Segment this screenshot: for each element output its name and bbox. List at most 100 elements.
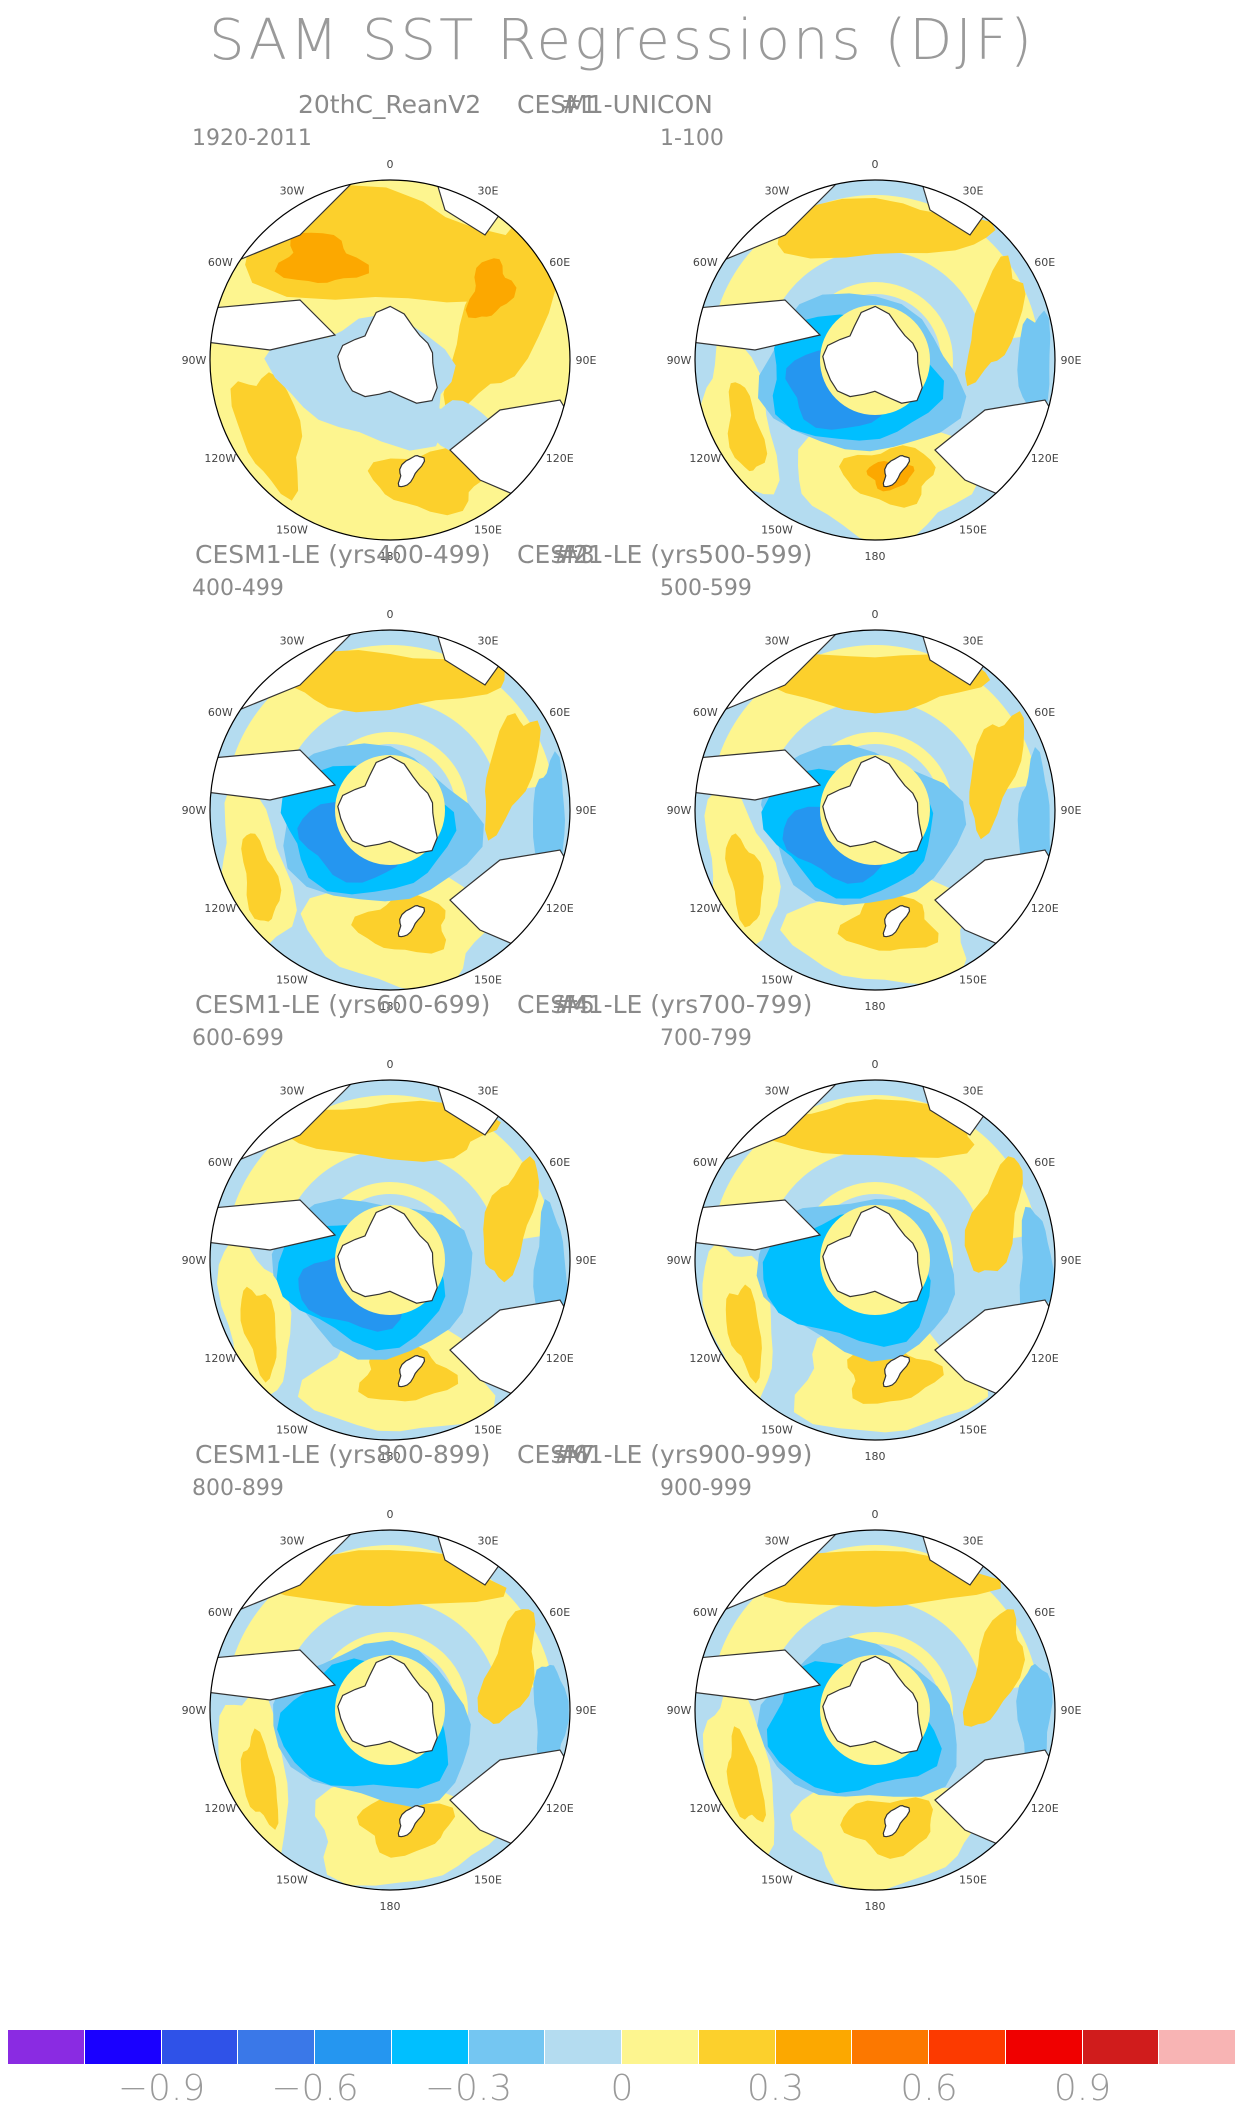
map-panel: 0 30E 60E 90E 120E 150E 180 150W 120W 90W 60W 30W CE… bbox=[0, 990, 597, 1463]
period-label: 400-499 bbox=[192, 576, 284, 601]
longitude-label: 90W bbox=[667, 1704, 692, 1717]
longitude-label: 30W bbox=[280, 1534, 305, 1547]
panel-title: CESM1-UNICON bbox=[517, 90, 713, 119]
longitude-label: 120E bbox=[546, 1352, 574, 1365]
longitude-label: 120E bbox=[1031, 1802, 1059, 1815]
longitude-label: 90W bbox=[182, 804, 207, 817]
longitude-label: 180 bbox=[380, 1900, 401, 1913]
longitude-label: 150W bbox=[761, 1874, 793, 1887]
sst-field bbox=[695, 1530, 1055, 1890]
colorbar-swatch bbox=[698, 2030, 776, 2064]
longitude-label: 150E bbox=[959, 974, 987, 987]
longitude-label: 60E bbox=[1034, 256, 1055, 269]
longitude-label: 30E bbox=[478, 1084, 499, 1097]
longitude-label: 90W bbox=[667, 1254, 692, 1267]
map-panel: 0 30E 60E 90E 120E 150E 180 150W 120W 90W 60W 30W 20… bbox=[0, 90, 597, 563]
colorbar-swatch bbox=[8, 2030, 85, 2064]
longitude-label: 30W bbox=[280, 1084, 305, 1097]
longitude-label: 0 bbox=[872, 608, 879, 621]
longitude-label: 0 bbox=[387, 1508, 394, 1521]
longitude-label: 150E bbox=[474, 1424, 502, 1437]
panel-number: #7 bbox=[558, 1440, 595, 1469]
polar-map: 0 30E 60E 90E 120E 150E 180 150W 120W 90W 60W 30W bbox=[667, 1058, 1082, 1463]
longitude-label: 120W bbox=[689, 902, 721, 915]
panel-number: #4 bbox=[552, 990, 589, 1019]
longitude-label: 90E bbox=[576, 354, 597, 367]
colorbar-swatch bbox=[775, 2030, 853, 2064]
longitude-label: 60E bbox=[549, 1156, 570, 1169]
longitude-label: 120W bbox=[689, 1352, 721, 1365]
longitude-label: 150E bbox=[474, 974, 502, 987]
longitude-label: 120E bbox=[546, 452, 574, 465]
longitude-label: 60E bbox=[549, 1606, 570, 1619]
colorbar-swatch bbox=[852, 2030, 929, 2064]
period-label: 1920-2011 bbox=[192, 126, 312, 151]
longitude-label: 150E bbox=[959, 1424, 987, 1437]
period-label: 700-799 bbox=[660, 1026, 752, 1051]
longitude-label: 60E bbox=[1034, 1606, 1055, 1619]
longitude-label: 60E bbox=[549, 256, 570, 269]
longitude-label: 150W bbox=[276, 974, 308, 987]
colorbar-swatch bbox=[391, 2030, 469, 2064]
colorbar-tick-label: −0.9 bbox=[117, 2068, 206, 2109]
longitude-label: 180 bbox=[865, 1450, 886, 1463]
longitude-label: 120W bbox=[204, 1352, 236, 1365]
longitude-label: 60W bbox=[208, 1156, 233, 1169]
map-boundary bbox=[694, 629, 1056, 991]
colorbar-tick-label: −0.3 bbox=[424, 2068, 513, 2109]
longitude-label: 60W bbox=[208, 1606, 233, 1619]
longitude-label: 120E bbox=[1031, 902, 1059, 915]
panel-number: #2 bbox=[552, 540, 589, 569]
period-label: 500-599 bbox=[660, 576, 752, 601]
longitude-label: 30E bbox=[478, 634, 499, 647]
panel-title: CESM1-LE (yrs500-599) bbox=[517, 540, 813, 569]
longitude-label: 90E bbox=[1061, 1254, 1082, 1267]
sst-field bbox=[695, 180, 1055, 540]
longitude-label: 120W bbox=[689, 452, 721, 465]
longitude-label: 180 bbox=[865, 1000, 886, 1013]
polar-map: 0 30E 60E 90E 120E 150E 180 150W 120W 90W 60W 30W bbox=[182, 608, 597, 1013]
map-panel: 0 30E 60E 90E 120E 150E 180 150W 120W 90W 60W 30W CE… bbox=[0, 1440, 597, 1913]
longitude-label: 60W bbox=[693, 256, 718, 269]
longitude-label: 90W bbox=[182, 1704, 207, 1717]
longitude-label: 90W bbox=[182, 354, 207, 367]
longitude-label: 30W bbox=[765, 184, 790, 197]
longitude-label: 90E bbox=[1061, 354, 1082, 367]
map-boundary bbox=[694, 1529, 1056, 1891]
polar-map: 0 30E 60E 90E 120E 150E 180 150W 120W 90W 60W 30W bbox=[182, 1058, 597, 1463]
longitude-label: 60W bbox=[693, 706, 718, 719]
sst-field bbox=[210, 630, 570, 990]
colorbar-tick-label: 0.6 bbox=[900, 2068, 958, 2109]
panel-number: #1 bbox=[560, 90, 597, 119]
panel-title: CESM1-LE (yrs800-899) bbox=[195, 1440, 491, 1469]
colorbar-tick-label: 0.9 bbox=[1053, 2068, 1112, 2109]
longitude-label: 150E bbox=[474, 524, 502, 537]
longitude-label: 180 bbox=[865, 1900, 886, 1913]
panel-title: CESM1-LE (yrs700-799) bbox=[517, 990, 813, 1019]
colorbar-tick-label: 0 bbox=[610, 2068, 634, 2109]
colorbar-swatch bbox=[84, 2030, 162, 2064]
longitude-label: 90E bbox=[1061, 804, 1082, 817]
colorbar-swatch bbox=[238, 2030, 315, 2064]
longitude-label: 120E bbox=[1031, 452, 1059, 465]
colorbar-tick-label: −0.6 bbox=[271, 2068, 359, 2109]
colorbar-swatch bbox=[315, 2030, 392, 2064]
sst-field bbox=[210, 180, 570, 540]
colorbar-swatch bbox=[622, 2030, 699, 2064]
map-panel: 0 30E 60E 90E 120E 150E 180 150W 120W 90W 60W 30W CE… bbox=[0, 540, 597, 1013]
longitude-label: 90W bbox=[667, 804, 692, 817]
longitude-label: 90E bbox=[576, 1704, 597, 1717]
longitude-label: 150W bbox=[761, 1424, 793, 1437]
polar-map: 0 30E 60E 90E 120E 150E 180 150W 120W 90W 60W 30W bbox=[667, 1508, 1082, 1913]
longitude-label: 150E bbox=[959, 1874, 987, 1887]
panel-number: #6 bbox=[552, 1440, 589, 1469]
longitude-label: 120W bbox=[204, 452, 236, 465]
colorbar-swatch bbox=[161, 2030, 239, 2064]
longitude-label: 120E bbox=[546, 1802, 574, 1815]
longitude-label: 30W bbox=[765, 1084, 790, 1097]
longitude-label: 120W bbox=[689, 1802, 721, 1815]
colorbar-swatch bbox=[468, 2030, 546, 2064]
sst-field bbox=[210, 1530, 570, 1890]
panel-title: CESM1-LE (yrs600-699) bbox=[195, 990, 491, 1019]
map-boundary bbox=[209, 1529, 571, 1891]
